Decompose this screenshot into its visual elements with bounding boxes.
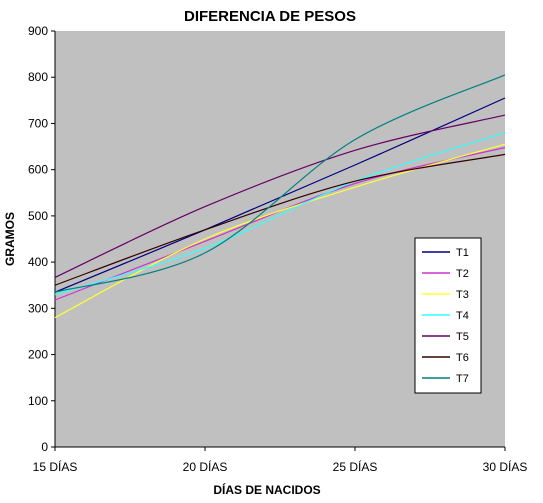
x-tick-label: 25 DÍAS [333, 459, 378, 474]
legend-label: T5 [456, 331, 469, 343]
series-line-t6 [54, 153, 506, 286]
y-tick-label: 300 [28, 301, 48, 315]
x-tick-label: 30 DÍAS [483, 459, 528, 474]
y-tick-label: 500 [28, 209, 48, 223]
x-axis: 15 DÍAS 20 DÍAS 25 DÍAS 30 DÍAS [33, 446, 528, 474]
x-axis-title: DÍAS DE NACIDOS [213, 482, 320, 497]
legend: T1 T2 T3 T4 T5 T6 T7 [414, 237, 482, 394]
y-tick-label: 200 [28, 348, 48, 362]
x-tick-label: 15 DÍAS [33, 459, 78, 474]
y-axis-title: GRAMOS [3, 212, 17, 266]
series-line-t3 [54, 143, 506, 319]
y-tick-label: 900 [28, 24, 48, 38]
y-tick-label: 700 [28, 116, 48, 130]
series-line-t4 [54, 132, 506, 296]
y-axis: 0 100 200 300 400 500 600 700 800 900 [28, 24, 56, 454]
legend-label: T4 [456, 310, 469, 322]
y-tick-label: 0 [41, 440, 48, 454]
legend-label: T2 [456, 268, 469, 280]
y-tick-label: 600 [28, 163, 48, 177]
series-line-t5 [54, 114, 506, 278]
y-tick-label: 100 [28, 394, 48, 408]
legend-label: T7 [456, 373, 469, 385]
y-tick-label: 800 [28, 70, 48, 84]
x-tick-label: 20 DÍAS [183, 459, 228, 474]
legend-label: T6 [456, 352, 469, 364]
chart-title: DIFERENCIA DE PESOS [184, 8, 356, 25]
legend-label: T3 [456, 289, 469, 301]
series-line-t7 [54, 74, 506, 293]
series-lines [54, 74, 506, 319]
y-tick-label: 400 [28, 255, 48, 269]
legend-label: T1 [456, 247, 469, 259]
